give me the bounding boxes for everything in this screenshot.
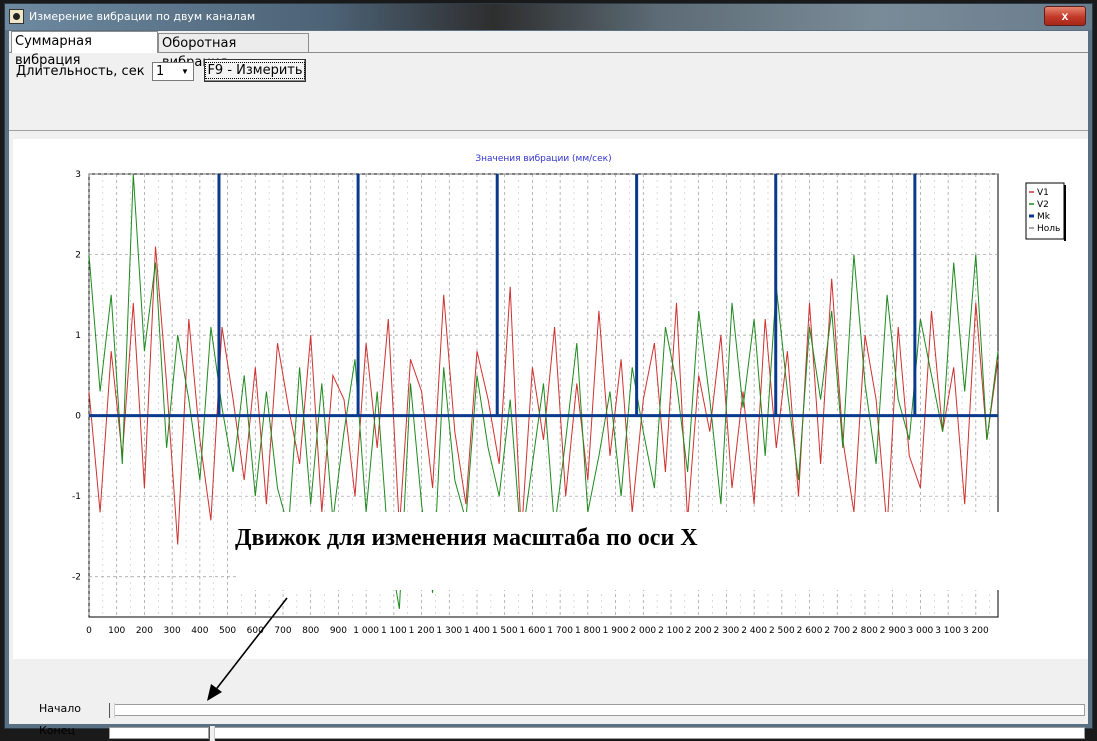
annotation-backdrop <box>237 512 999 590</box>
start-label: Начало <box>39 702 82 715</box>
window-title: Измерение вибрации по двум каналам <box>29 10 256 23</box>
y-tick-label: 0 <box>75 412 81 422</box>
end-slider-selected <box>109 727 209 739</box>
start-slider-thumb[interactable] <box>109 703 115 718</box>
y-tick-label: 3 <box>75 170 81 180</box>
chevron-down-icon[interactable]: ▼ <box>181 67 189 76</box>
tab-turnover-vibration[interactable]: Оборотная вибрация <box>158 33 309 70</box>
app-icon <box>9 9 24 24</box>
series-line-v2 <box>88 173 999 609</box>
x-tick-label: 1 500 <box>492 626 518 636</box>
x-tick-label: 100 <box>108 626 125 636</box>
x-tick-label: 1 300 <box>436 626 462 636</box>
vibration-chart: Значения вибрации (мм/сек) 0 100 200 300 400 5… <box>13 139 1088 659</box>
x-tick-label: 1 100 <box>381 626 407 636</box>
x-tick-label: 200 <box>136 626 153 636</box>
x-tick-label: 0 <box>86 626 92 636</box>
measure-button-label: F9 - Измерить <box>205 62 305 79</box>
measure-button[interactable]: F9 - Измерить <box>204 59 306 82</box>
client-area: Суммарная вибрация Оборотная вибрация Дл… <box>9 31 1088 741</box>
legend-label: V1 <box>1037 188 1049 198</box>
x-tick-label: 500 <box>219 626 236 636</box>
x-tick-label: 2 000 <box>630 626 656 636</box>
x-tick-label: 2 900 <box>880 626 906 636</box>
x-tick-label: 600 <box>247 626 264 636</box>
x-tick-label: 3 200 <box>963 626 989 636</box>
legend-label: Mk <box>1037 212 1051 222</box>
x-tick-label: 900 <box>330 626 347 636</box>
y-tick-label: 1 <box>75 331 81 341</box>
duration-label: Длительность, сек <box>16 64 145 79</box>
x-tick-label: 3 000 <box>908 626 934 636</box>
chart-title: Значения вибрации (мм/сек) <box>475 154 611 164</box>
tab-panel <box>9 52 1088 131</box>
x-tick-label: 1 400 <box>464 626 490 636</box>
x-tick-label: 1 900 <box>603 626 629 636</box>
x-tick-label: 2 700 <box>824 626 850 636</box>
app-window: Измерение вибрации по двум каналам x Сум… <box>4 3 1093 741</box>
x-tick-label: 2 500 <box>769 626 795 636</box>
y-tick-label: 2 <box>75 251 81 261</box>
x-tick-label: 2 100 <box>658 626 684 636</box>
x-tick-label: 3 100 <box>935 626 961 636</box>
y-tick-label: -1 <box>72 492 81 502</box>
x-tick-label: 700 <box>274 626 291 636</box>
x-tick-label: 2 600 <box>797 626 823 636</box>
x-tick-label: 1 600 <box>520 626 546 636</box>
legend-shadow <box>1064 185 1066 241</box>
x-tick-label: 2 400 <box>741 626 767 636</box>
title-bar[interactable]: Измерение вибрации по двум каналам x <box>5 4 1092 30</box>
x-tick-label: 1 700 <box>547 626 573 636</box>
x-tick-label: 2 300 <box>714 626 740 636</box>
tab-summary-vibration[interactable]: Суммарная вибрация <box>11 31 158 68</box>
duration-value: 1 <box>156 64 165 79</box>
duration-select[interactable]: 1 ▼ <box>152 62 194 81</box>
legend-label: V2 <box>1037 200 1049 210</box>
legend-label: Ноль <box>1037 224 1060 234</box>
series-line-v1 <box>88 246 999 545</box>
x-tick-label: 1 800 <box>575 626 601 636</box>
x-tick-label: 1 000 <box>353 626 379 636</box>
x-tick-label: 2 200 <box>686 626 712 636</box>
end-slider-track[interactable] <box>109 727 1085 739</box>
x-tick-label: 300 <box>164 626 181 636</box>
x-tick-label: 2 800 <box>852 626 878 636</box>
x-tick-label: 1 200 <box>409 626 435 636</box>
x-tick-label: 800 <box>302 626 319 636</box>
y-tick-label: -2 <box>72 573 81 583</box>
annotation-text: Движок для изменения масштаба по оси X <box>235 525 698 551</box>
chart-svg: Значения вибрации (мм/сек) 0 100 200 300 400 5… <box>72 154 1066 636</box>
start-slider-track[interactable] <box>109 704 1085 716</box>
x-tick-label: 400 <box>191 626 208 636</box>
close-button[interactable]: x <box>1044 6 1086 26</box>
end-slider-thumb[interactable] <box>209 726 215 741</box>
